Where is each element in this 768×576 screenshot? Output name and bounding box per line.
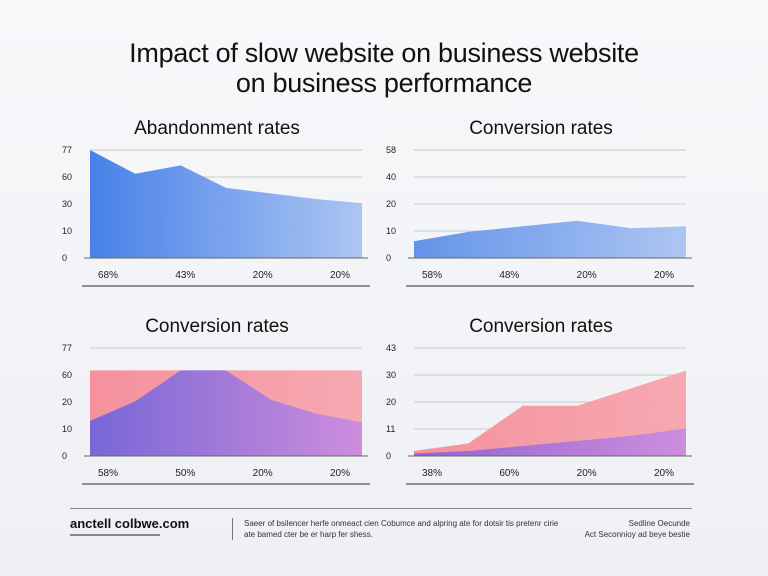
x-tick-label: 38% [422, 468, 442, 479]
x-tick-label: 60% [499, 468, 519, 479]
x-tick-label: 48% [499, 270, 519, 281]
x-tick-label: 20% [654, 468, 674, 479]
x-tick-label: 58% [422, 270, 442, 281]
area-series-1 [90, 370, 362, 456]
chart-svg: 58 40 20 10 0 58% 48% 20% 20% [386, 145, 694, 287]
x-tick-label: 20% [577, 270, 597, 281]
footer-credits: Sedline Oecunde Act Seconnioy ad beye be… [585, 518, 690, 540]
title-line-2: on business performance [235, 68, 533, 98]
chart-svg: 77 60 20 10 0 58% 50% 20% 20% [62, 343, 370, 485]
x-tick-label: 20% [253, 468, 273, 479]
x-tick-label: 20% [654, 270, 674, 281]
chart-title: Abandonment rates [134, 118, 300, 139]
footer: anctell colbwe.com Saeer of bsilencer he… [0, 500, 768, 576]
footer-rule [70, 508, 692, 509]
y-tick-label: 77 [62, 145, 72, 155]
chart-title: Conversion rates [469, 316, 613, 337]
y-tick-label: 40 [386, 172, 396, 182]
area-series-0 [414, 370, 686, 456]
x-tick-label: 58% [98, 468, 118, 479]
footer-credit-line-1: Sedline Oecunde [628, 519, 690, 528]
brand-underline [70, 533, 160, 539]
chart-svg: 77 60 30 10 0 68% 43% 20% 20% [62, 145, 370, 287]
footer-note: Saeer of bsilencer herfe onmeact cien Co… [244, 519, 559, 539]
title-line-1: Impact of slow website on business websi… [129, 38, 639, 68]
area-series-1 [414, 428, 686, 456]
x-tick-label: 20% [330, 270, 350, 281]
y-tick-label: 20 [386, 199, 396, 209]
footer-divider [232, 518, 233, 540]
y-tick-label: 43 [386, 343, 396, 353]
chart-title: Conversion rates [469, 118, 613, 139]
y-tick-label: 30 [386, 370, 396, 380]
x-tick-label: 50% [175, 468, 195, 479]
brand-underline-bar [70, 534, 160, 536]
y-tick-label: 0 [62, 253, 67, 263]
y-tick-label: 10 [62, 424, 72, 434]
y-tick-label: 60 [62, 172, 72, 182]
x-tick-label: 68% [98, 270, 118, 281]
chart-panel-3: Conversion rates 77 60 20 10 0 58% 50% 20% 20% [62, 316, 372, 486]
chart-panel-2: Conversion rates 58 40 20 10 0 58% 48% 20% 20% [386, 118, 696, 288]
y-tick-label: 0 [62, 451, 67, 461]
y-tick-label: 10 [386, 226, 396, 236]
y-tick-label: 60 [62, 370, 72, 380]
chart-svg: 43 30 20 11 0 38% 60% 20% 20% [386, 343, 694, 485]
footer-credit-line-2: Act Seconnioy ad beye bestie [584, 530, 690, 539]
area-series-0 [414, 220, 686, 258]
y-tick-label: 0 [386, 253, 391, 263]
y-tick-label: 10 [62, 226, 72, 236]
x-tick-label: 20% [253, 270, 273, 281]
brand-name: anctell colbwe.com [70, 516, 190, 531]
y-tick-label: 20 [386, 397, 396, 407]
area-series-0 [90, 150, 362, 258]
x-tick-label: 20% [330, 468, 350, 479]
y-tick-label: 20 [62, 397, 72, 407]
page-title: Impact of slow website on business websi… [0, 38, 768, 98]
y-tick-label: 11 [386, 424, 395, 434]
x-tick-label: 43% [175, 270, 195, 281]
chart-title: Conversion rates [145, 316, 289, 337]
chart-panel-1: Abandonment rates 77 60 30 10 0 68% 43% 20% 20% [62, 118, 372, 288]
y-tick-label: 77 [62, 343, 72, 353]
chart-panel-4: Conversion rates 43 30 20 11 0 38% 60% 20% 20% [386, 316, 696, 486]
x-tick-label: 20% [577, 468, 597, 479]
y-tick-label: 58 [386, 145, 396, 155]
y-tick-label: 30 [62, 199, 72, 209]
y-tick-label: 0 [386, 451, 391, 461]
